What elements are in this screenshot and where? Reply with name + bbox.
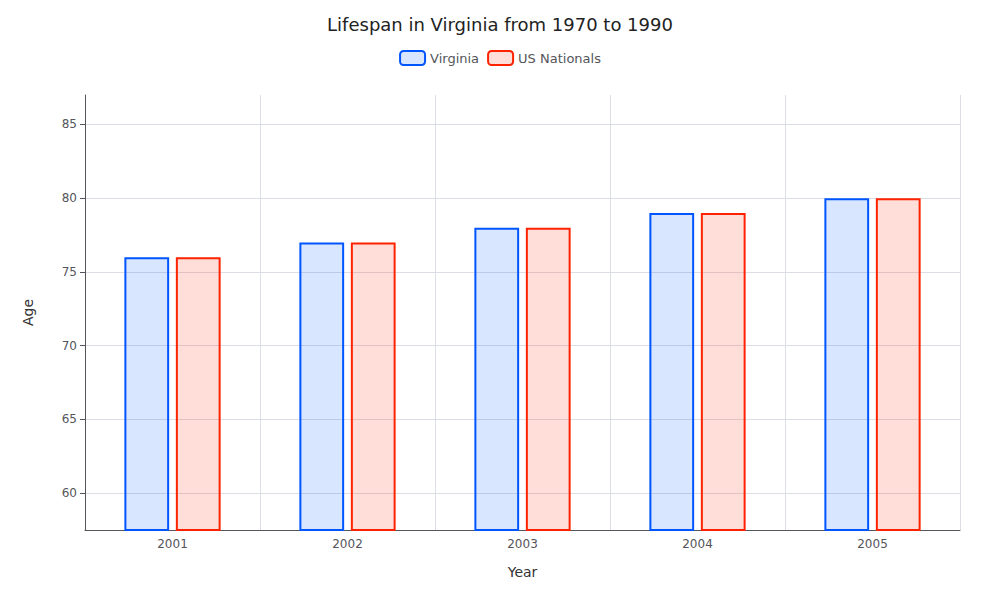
svg-text:Virginia: Virginia xyxy=(430,51,479,66)
svg-text:Year: Year xyxy=(507,564,538,580)
svg-text:2001: 2001 xyxy=(157,537,188,551)
svg-text:Lifespan in Virginia from 1970: Lifespan in Virginia from 1970 to 1990 xyxy=(327,14,673,35)
svg-text:60: 60 xyxy=(62,486,77,500)
svg-text:US Nationals: US Nationals xyxy=(518,51,601,66)
svg-text:65: 65 xyxy=(62,412,77,426)
svg-text:2004: 2004 xyxy=(682,537,713,551)
svg-text:2003: 2003 xyxy=(507,537,538,551)
svg-text:70: 70 xyxy=(62,339,77,353)
svg-text:75: 75 xyxy=(62,265,77,279)
svg-text:2002: 2002 xyxy=(332,537,363,551)
svg-text:80: 80 xyxy=(62,191,77,205)
svg-text:85: 85 xyxy=(62,117,77,131)
svg-text:Age: Age xyxy=(20,299,36,326)
svg-text:2005: 2005 xyxy=(857,537,888,551)
